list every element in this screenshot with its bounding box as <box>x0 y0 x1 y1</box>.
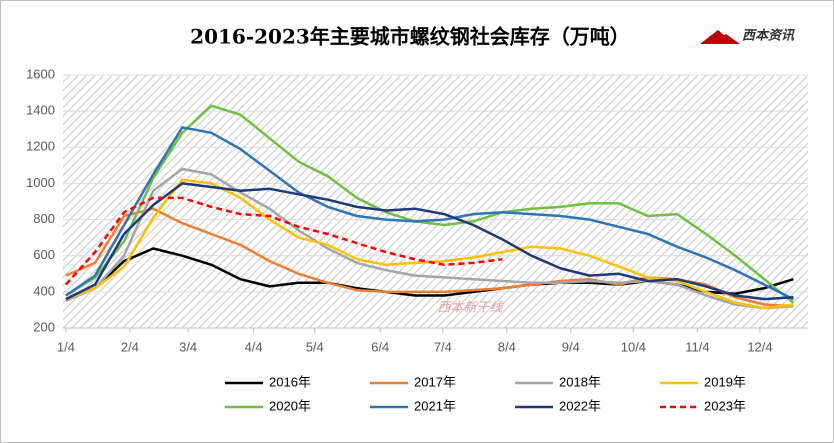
x-tick-label: 6/4 <box>371 339 389 354</box>
legend-label: 2021年 <box>414 398 456 413</box>
x-tick-label: 12/4 <box>747 339 772 354</box>
y-tick-label: 800 <box>33 211 55 226</box>
x-tick-label: 5/4 <box>306 339 324 354</box>
y-tick-label: 1600 <box>26 66 55 81</box>
logo-icon <box>700 30 740 44</box>
series-line <box>64 196 503 286</box>
y-tick-label: 600 <box>33 247 55 262</box>
y-tick-label: 400 <box>33 283 55 298</box>
x-tick-label: 2/4 <box>121 339 139 354</box>
legend-label: 2020年 <box>269 398 311 413</box>
legend-label: 2016年 <box>269 374 311 389</box>
chart-title: 2016-2023年主要城市螺纹钢社会库存（万吨） <box>190 25 630 49</box>
x-tick-label: 10/4 <box>621 339 646 354</box>
series-line <box>65 182 794 301</box>
x-tick-label: 4/4 <box>245 339 263 354</box>
legend-label: 2018年 <box>559 374 601 389</box>
legend-label: 2022年 <box>559 398 601 413</box>
watermark: 西本新干线 <box>437 299 503 314</box>
y-tick-label: 1400 <box>26 103 55 118</box>
legend-label: 2017年 <box>414 374 456 389</box>
x-tick-label: 1/4 <box>57 339 75 354</box>
x-tick-label: 11/4 <box>685 339 709 354</box>
x-tick-label: 8/4 <box>498 339 516 354</box>
x-tick-label: 9/4 <box>562 339 580 354</box>
x-tick-label: 7/4 <box>434 339 452 354</box>
legend-label: 2019年 <box>704 374 746 389</box>
logo: 西本资讯 <box>742 27 795 42</box>
series-line <box>65 126 794 301</box>
series-line <box>65 167 794 310</box>
y-tick-label: 200 <box>33 319 55 334</box>
legend-label: 2023年 <box>704 398 746 413</box>
y-tick-label: 1000 <box>26 175 55 190</box>
x-tick-label: 3/4 <box>179 339 197 354</box>
y-tick-label: 1200 <box>26 139 55 154</box>
